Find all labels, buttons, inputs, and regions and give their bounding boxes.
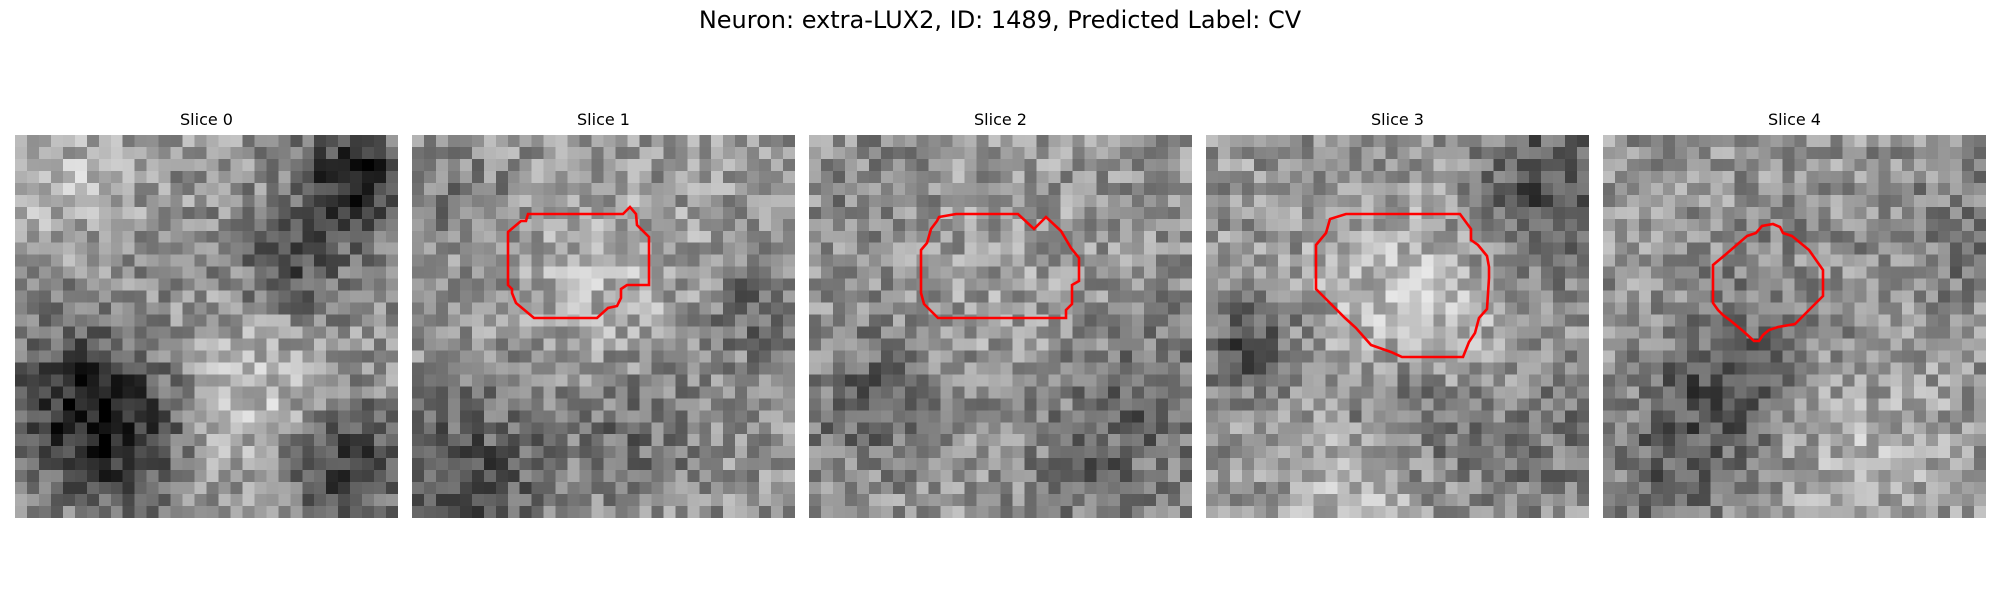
neuron-contour-overlay bbox=[1314, 212, 1491, 359]
slice-title: Slice 3 bbox=[1371, 110, 1424, 129]
neuron-contour bbox=[1711, 222, 1825, 343]
slice-image-wrapper bbox=[15, 135, 398, 518]
slice-image-wrapper bbox=[1603, 135, 1986, 518]
neuron-contour bbox=[919, 212, 1081, 320]
slice-panel-4: Slice 4 bbox=[1603, 108, 1986, 518]
slice-panel-2: Slice 2 bbox=[809, 108, 1192, 518]
slice-title: Slice 1 bbox=[577, 110, 630, 129]
slice-panel-0: Slice 0 bbox=[15, 108, 398, 518]
neuron-contour-overlay bbox=[506, 205, 651, 320]
neuron-contour bbox=[1314, 212, 1491, 359]
slice-image-wrapper bbox=[1206, 135, 1589, 518]
slice-image-wrapper bbox=[809, 135, 1192, 518]
neuron-contour-overlay bbox=[919, 212, 1081, 320]
microscopy-slice-image bbox=[412, 135, 795, 518]
neuron-contour bbox=[506, 205, 651, 320]
microscopy-slice-image bbox=[1603, 135, 1986, 518]
slice-image-wrapper bbox=[412, 135, 795, 518]
slice-title: Slice 0 bbox=[180, 110, 233, 129]
microscopy-slice-image bbox=[15, 135, 398, 518]
neuron-contour-overlay bbox=[1711, 222, 1825, 343]
slice-panel-1: Slice 1 bbox=[412, 108, 795, 518]
microscopy-slice-image bbox=[809, 135, 1192, 518]
microscopy-slice-image bbox=[1206, 135, 1589, 518]
slice-title: Slice 2 bbox=[974, 110, 1027, 129]
slice-panel-3: Slice 3 bbox=[1206, 108, 1589, 518]
slice-title: Slice 4 bbox=[1768, 110, 1821, 129]
figure-title: Neuron: extra-LUX2, ID: 1489, Predicted … bbox=[698, 6, 1302, 34]
